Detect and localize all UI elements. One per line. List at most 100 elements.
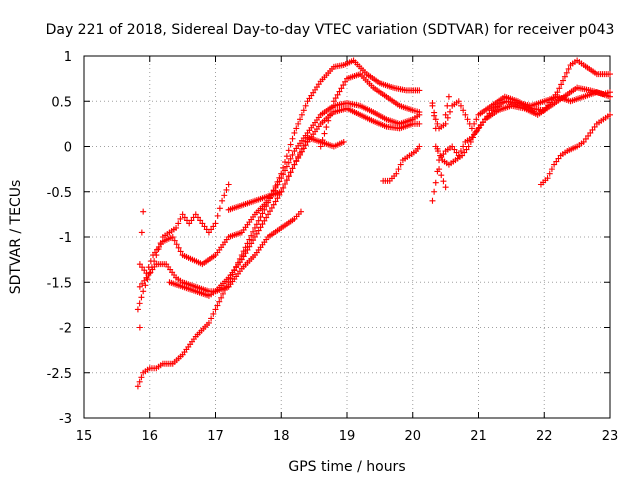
data-point	[464, 116, 471, 123]
chart-title: Day 221 of 2018, Sidereal Day-to-day VTE…	[46, 22, 615, 38]
data-point	[393, 170, 400, 177]
y-tick-label: -1	[59, 231, 72, 246]
data-point	[293, 157, 300, 164]
data-point	[438, 172, 445, 179]
data-point	[251, 224, 258, 231]
data-point	[144, 276, 151, 283]
data-point	[244, 246, 251, 253]
data-point	[471, 120, 478, 127]
data-point	[136, 261, 143, 268]
data-point	[460, 107, 467, 114]
data-point	[291, 129, 298, 136]
data-point	[332, 95, 339, 102]
data-point	[330, 98, 337, 105]
data-point	[445, 93, 452, 100]
data-point	[261, 206, 268, 213]
data-point	[278, 188, 285, 195]
data-point	[585, 132, 592, 139]
data-point	[300, 107, 307, 114]
data-point	[442, 111, 449, 118]
data-point	[291, 161, 298, 168]
data-point	[340, 138, 347, 145]
data-point	[188, 217, 195, 224]
data-point	[148, 264, 155, 271]
data-point	[272, 184, 279, 191]
data-point	[210, 223, 217, 230]
x-tick-label: 16	[141, 429, 158, 444]
data-point	[444, 102, 451, 109]
data-point	[544, 175, 551, 182]
data-point	[431, 188, 438, 195]
data-point	[240, 253, 247, 260]
data-point	[460, 143, 467, 150]
data-point	[555, 155, 562, 162]
data-point	[416, 87, 423, 94]
data-point	[272, 198, 279, 205]
data-point	[171, 237, 178, 244]
y-tick-label: 0.5	[51, 95, 72, 110]
data-point	[607, 89, 613, 96]
data-point	[342, 78, 349, 85]
data-point	[395, 166, 402, 173]
x-tick-label: 17	[207, 429, 224, 444]
x-tick-label: 20	[404, 429, 421, 444]
data-point	[548, 166, 555, 173]
data-point	[283, 177, 290, 184]
data-point	[298, 146, 305, 153]
data-point	[141, 267, 148, 274]
data-point	[173, 241, 180, 248]
data-point	[416, 120, 423, 127]
data-point	[280, 184, 287, 191]
data-point	[434, 120, 441, 127]
data-point	[265, 211, 272, 218]
data-point	[558, 81, 565, 88]
data-point	[205, 229, 212, 236]
data-point	[197, 217, 204, 224]
data-point	[220, 290, 227, 297]
data-point	[587, 129, 594, 136]
data-point	[216, 205, 223, 212]
data-point	[274, 195, 281, 202]
data-point	[282, 180, 289, 187]
data-point	[194, 214, 201, 221]
data-point	[442, 184, 449, 191]
x-tick-label: 23	[602, 429, 619, 444]
data-point	[283, 153, 290, 160]
data-point	[140, 288, 147, 295]
data-point	[297, 149, 304, 156]
data-point	[416, 143, 423, 150]
data-point	[473, 116, 480, 123]
y-tick-label: -2.5	[47, 367, 72, 382]
data-point	[302, 138, 309, 145]
data-point	[297, 208, 304, 215]
data-point	[223, 186, 230, 193]
data-point	[556, 85, 563, 92]
data-point	[560, 77, 567, 84]
data-point	[554, 89, 561, 96]
data-point	[253, 221, 260, 228]
data-point	[246, 243, 253, 250]
data-point	[268, 204, 275, 211]
y-tick-label: 0	[64, 141, 72, 156]
data-point	[336, 88, 343, 95]
data-point	[263, 214, 270, 221]
data-point	[214, 212, 221, 219]
x-tick-label: 18	[273, 429, 290, 444]
y-tick-label: 1	[64, 50, 72, 65]
data-point	[266, 208, 273, 215]
data-point	[134, 306, 141, 313]
data-point	[465, 143, 472, 150]
data-point	[238, 256, 245, 263]
data-point	[461, 149, 468, 156]
data-point	[259, 210, 266, 217]
data-point	[136, 300, 143, 307]
data-point	[285, 159, 292, 166]
data-point	[157, 240, 164, 247]
data-point	[219, 197, 226, 204]
x-tick-label: 22	[536, 429, 553, 444]
data-point	[432, 179, 439, 186]
data-point	[278, 175, 285, 182]
x-tick-label: 19	[339, 429, 356, 444]
data-point	[285, 173, 292, 180]
